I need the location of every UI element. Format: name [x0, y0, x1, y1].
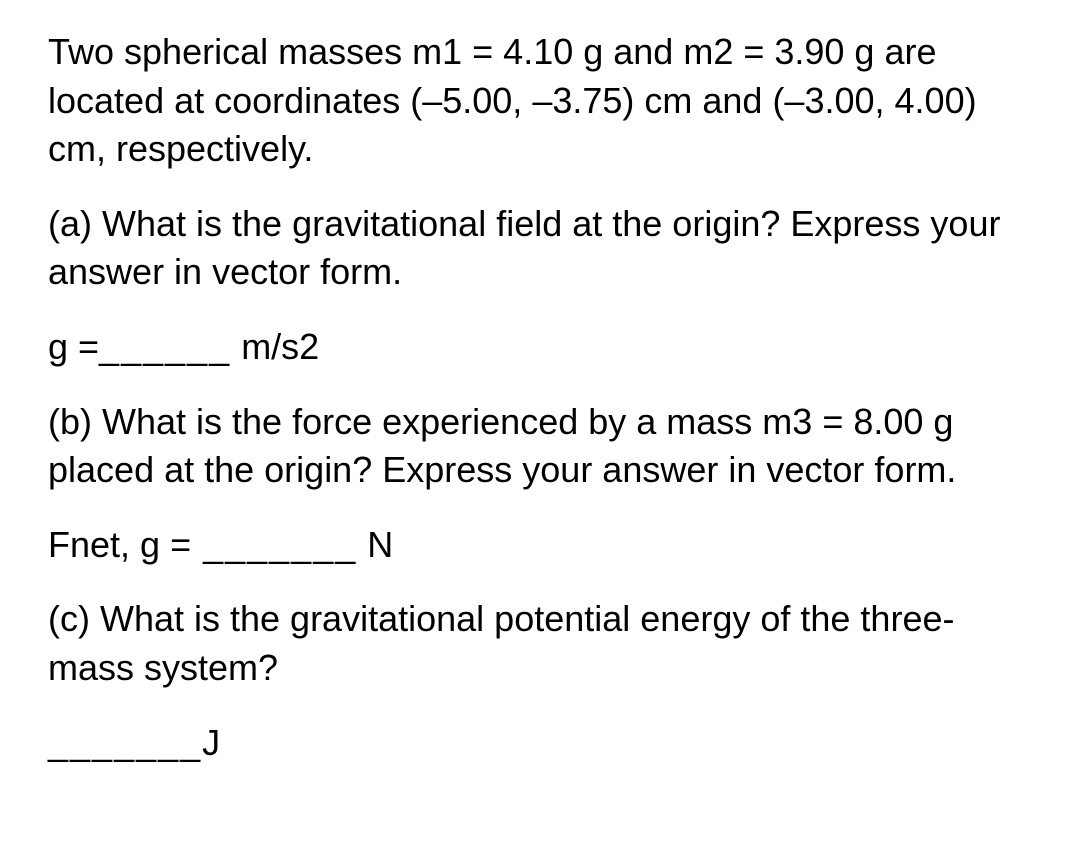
- answer-b-blank: _______: [191, 524, 357, 565]
- answer-b-prefix: Fnet, g =: [48, 524, 191, 565]
- part-a-question: (a) What is the gravitational field at t…: [48, 200, 1032, 297]
- part-a-answer-line: g =______ m/s2: [48, 323, 1032, 372]
- answer-a-blank: ______: [99, 326, 231, 367]
- answer-b-unit: N: [357, 524, 393, 565]
- answer-c-unit: J: [202, 722, 220, 763]
- part-c-question: (c) What is the gravitational potential …: [48, 595, 1032, 692]
- answer-a-prefix: g =: [48, 326, 99, 367]
- problem-container: Two spherical masses m1 = 4.10 g and m2 …: [48, 28, 1032, 767]
- part-b-answer-line: Fnet, g = _______ N: [48, 521, 1032, 570]
- part-c-answer-line: _______J: [48, 719, 1032, 768]
- answer-c-blank: _______: [48, 722, 202, 763]
- part-b-question: (b) What is the force experienced by a m…: [48, 398, 1032, 495]
- intro-paragraph: Two spherical masses m1 = 4.10 g and m2 …: [48, 28, 1032, 174]
- answer-a-unit: m/s2: [231, 326, 319, 367]
